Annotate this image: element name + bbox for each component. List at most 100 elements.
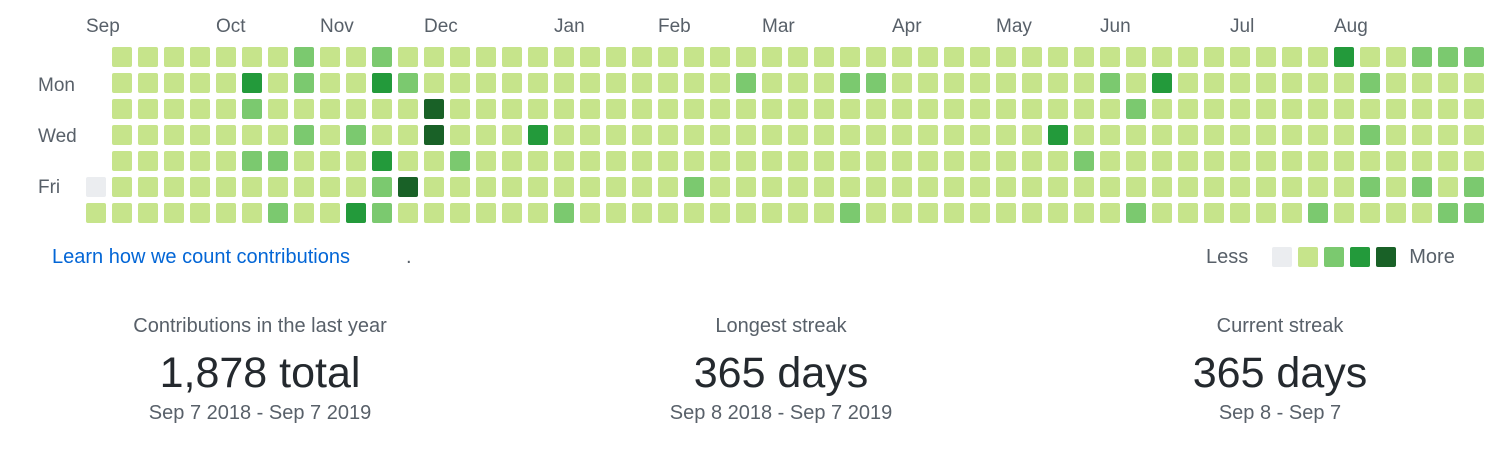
contribution-day-cell[interactable] (294, 151, 314, 171)
contribution-day-cell[interactable] (1230, 177, 1250, 197)
contribution-day-cell[interactable] (1308, 47, 1328, 67)
contribution-day-cell[interactable] (1386, 177, 1406, 197)
contribution-day-cell[interactable] (450, 125, 470, 145)
contribution-day-cell[interactable] (944, 99, 964, 119)
contribution-day-cell[interactable] (554, 47, 574, 67)
contribution-day-cell[interactable] (112, 177, 132, 197)
contribution-day-cell[interactable] (190, 151, 210, 171)
contribution-day-cell[interactable] (1256, 73, 1276, 93)
contribution-day-cell[interactable] (1412, 151, 1432, 171)
contribution-day-cell[interactable] (528, 125, 548, 145)
contribution-day-cell[interactable] (1282, 151, 1302, 171)
contribution-day-cell[interactable] (736, 151, 756, 171)
contribution-day-cell[interactable] (190, 47, 210, 67)
contribution-day-cell[interactable] (1178, 99, 1198, 119)
contribution-day-cell[interactable] (268, 125, 288, 145)
contribution-day-cell[interactable] (112, 203, 132, 223)
contribution-day-cell[interactable] (970, 73, 990, 93)
contribution-day-cell[interactable] (502, 177, 522, 197)
contribution-day-cell[interactable] (1178, 125, 1198, 145)
contribution-day-cell[interactable] (632, 73, 652, 93)
contribution-day-cell[interactable] (1152, 125, 1172, 145)
contribution-day-cell[interactable] (476, 73, 496, 93)
contribution-day-cell[interactable] (398, 73, 418, 93)
contribution-day-cell[interactable] (632, 151, 652, 171)
contribution-day-cell[interactable] (684, 125, 704, 145)
contribution-day-cell[interactable] (372, 125, 392, 145)
contribution-day-cell[interactable] (554, 125, 574, 145)
contribution-day-cell[interactable] (736, 177, 756, 197)
contribution-day-cell[interactable] (814, 203, 834, 223)
contribution-day-cell[interactable] (1048, 99, 1068, 119)
contribution-day-cell[interactable] (112, 47, 132, 67)
contribution-day-cell[interactable] (814, 177, 834, 197)
contribution-day-cell[interactable] (632, 125, 652, 145)
contribution-day-cell[interactable] (710, 203, 730, 223)
contribution-day-cell[interactable] (1048, 177, 1068, 197)
contribution-day-cell[interactable] (918, 73, 938, 93)
contribution-day-cell[interactable] (1464, 73, 1484, 93)
contribution-day-cell[interactable] (1204, 47, 1224, 67)
contribution-day-cell[interactable] (294, 203, 314, 223)
contribution-day-cell[interactable] (450, 99, 470, 119)
contribution-day-cell[interactable] (112, 151, 132, 171)
contribution-day-cell[interactable] (112, 99, 132, 119)
contribution-day-cell[interactable] (138, 125, 158, 145)
contribution-day-cell[interactable] (476, 177, 496, 197)
contribution-day-cell[interactable] (1308, 203, 1328, 223)
contribution-day-cell[interactable] (970, 99, 990, 119)
contribution-day-cell[interactable] (840, 73, 860, 93)
contribution-day-cell[interactable] (606, 203, 626, 223)
contribution-day-cell[interactable] (788, 125, 808, 145)
contribution-day-cell[interactable] (190, 177, 210, 197)
contribution-day-cell[interactable] (268, 73, 288, 93)
contribution-day-cell[interactable] (1438, 125, 1458, 145)
contribution-day-cell[interactable] (684, 203, 704, 223)
contribution-day-cell[interactable] (554, 177, 574, 197)
contribution-day-cell[interactable] (918, 177, 938, 197)
contribution-day-cell[interactable] (1464, 125, 1484, 145)
contribution-day-cell[interactable] (1230, 151, 1250, 171)
contribution-day-cell[interactable] (502, 151, 522, 171)
contribution-day-cell[interactable] (840, 203, 860, 223)
contribution-day-cell[interactable] (1386, 47, 1406, 67)
contribution-day-cell[interactable] (970, 125, 990, 145)
contribution-day-cell[interactable] (658, 151, 678, 171)
contribution-day-cell[interactable] (658, 125, 678, 145)
contribution-day-cell[interactable] (1334, 47, 1354, 67)
contribution-day-cell[interactable] (216, 73, 236, 93)
contribution-day-cell[interactable] (1256, 177, 1276, 197)
contribution-day-cell[interactable] (528, 177, 548, 197)
contribution-day-cell[interactable] (294, 47, 314, 67)
contribution-day-cell[interactable] (138, 73, 158, 93)
contribution-day-cell[interactable] (1412, 47, 1432, 67)
contribution-day-cell[interactable] (892, 47, 912, 67)
contribution-day-cell[interactable] (502, 73, 522, 93)
contribution-day-cell[interactable] (216, 99, 236, 119)
contribution-day-cell[interactable] (1464, 203, 1484, 223)
contribution-day-cell[interactable] (1438, 99, 1458, 119)
contribution-day-cell[interactable] (814, 151, 834, 171)
contribution-day-cell[interactable] (866, 47, 886, 67)
contribution-day-cell[interactable] (814, 47, 834, 67)
contribution-day-cell[interactable] (346, 203, 366, 223)
contribution-day-cell[interactable] (1126, 47, 1146, 67)
contribution-day-cell[interactable] (996, 125, 1016, 145)
contribution-day-cell[interactable] (476, 125, 496, 145)
contribution-day-cell[interactable] (398, 125, 418, 145)
contribution-day-cell[interactable] (502, 99, 522, 119)
contribution-day-cell[interactable] (996, 99, 1016, 119)
contribution-day-cell[interactable] (736, 125, 756, 145)
contribution-day-cell[interactable] (424, 177, 444, 197)
contribution-day-cell[interactable] (1386, 73, 1406, 93)
contribution-day-cell[interactable] (892, 151, 912, 171)
contribution-day-cell[interactable] (1100, 203, 1120, 223)
contribution-day-cell[interactable] (242, 203, 262, 223)
contribution-day-cell[interactable] (606, 47, 626, 67)
contribution-day-cell[interactable] (502, 47, 522, 67)
contribution-day-cell[interactable] (1100, 73, 1120, 93)
contribution-day-cell[interactable] (1022, 151, 1042, 171)
contribution-day-cell[interactable] (138, 203, 158, 223)
contribution-day-cell[interactable] (1308, 177, 1328, 197)
contribution-day-cell[interactable] (1438, 73, 1458, 93)
